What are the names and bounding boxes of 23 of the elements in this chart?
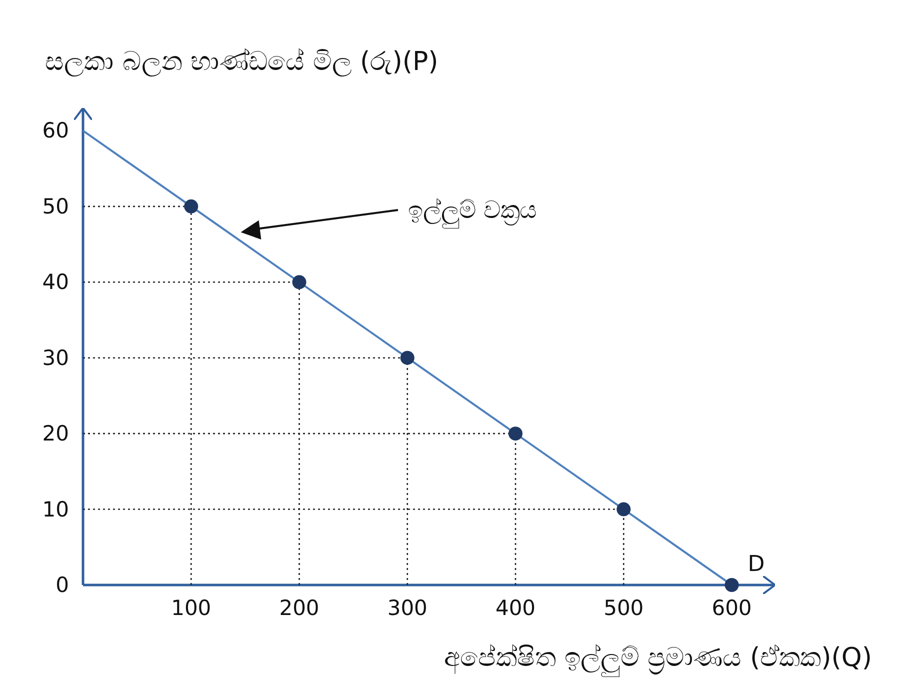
y-tick-label: 10 — [42, 497, 69, 522]
y-axis-title: සලකා බලන භාණ්ඩයේ මිල (රු)(P) — [45, 47, 438, 77]
point — [184, 199, 198, 214]
y-tick-label: 20 — [42, 422, 69, 446]
x-tick-label: 500 — [604, 596, 644, 620]
point — [400, 350, 414, 365]
y-tick-label: 0 — [56, 573, 69, 597]
point — [508, 426, 522, 441]
x-tick-label: 400 — [495, 596, 536, 620]
point — [616, 502, 631, 516]
x-tick-label: 100 — [171, 596, 212, 620]
y-tick-label: 50 — [42, 194, 69, 218]
x-tick-label: 300 — [387, 596, 428, 620]
point — [724, 578, 739, 592]
x-tick-label: 200 — [279, 596, 320, 620]
y-tick-label: 30 — [42, 346, 69, 370]
annotation: D — [748, 552, 765, 577]
x-axis-title: අපේක්ෂිත ඉල්ලුම් ප්‍රමාණය (ඒකක)(Q) — [444, 643, 872, 677]
annotation: ඉල්ලුම් වක්‍රය — [408, 196, 537, 228]
point — [292, 275, 306, 290]
y-tick-label: 40 — [42, 270, 69, 294]
x-tick-label: 600 — [712, 596, 752, 620]
y-tick-label: 60 — [42, 118, 69, 143]
